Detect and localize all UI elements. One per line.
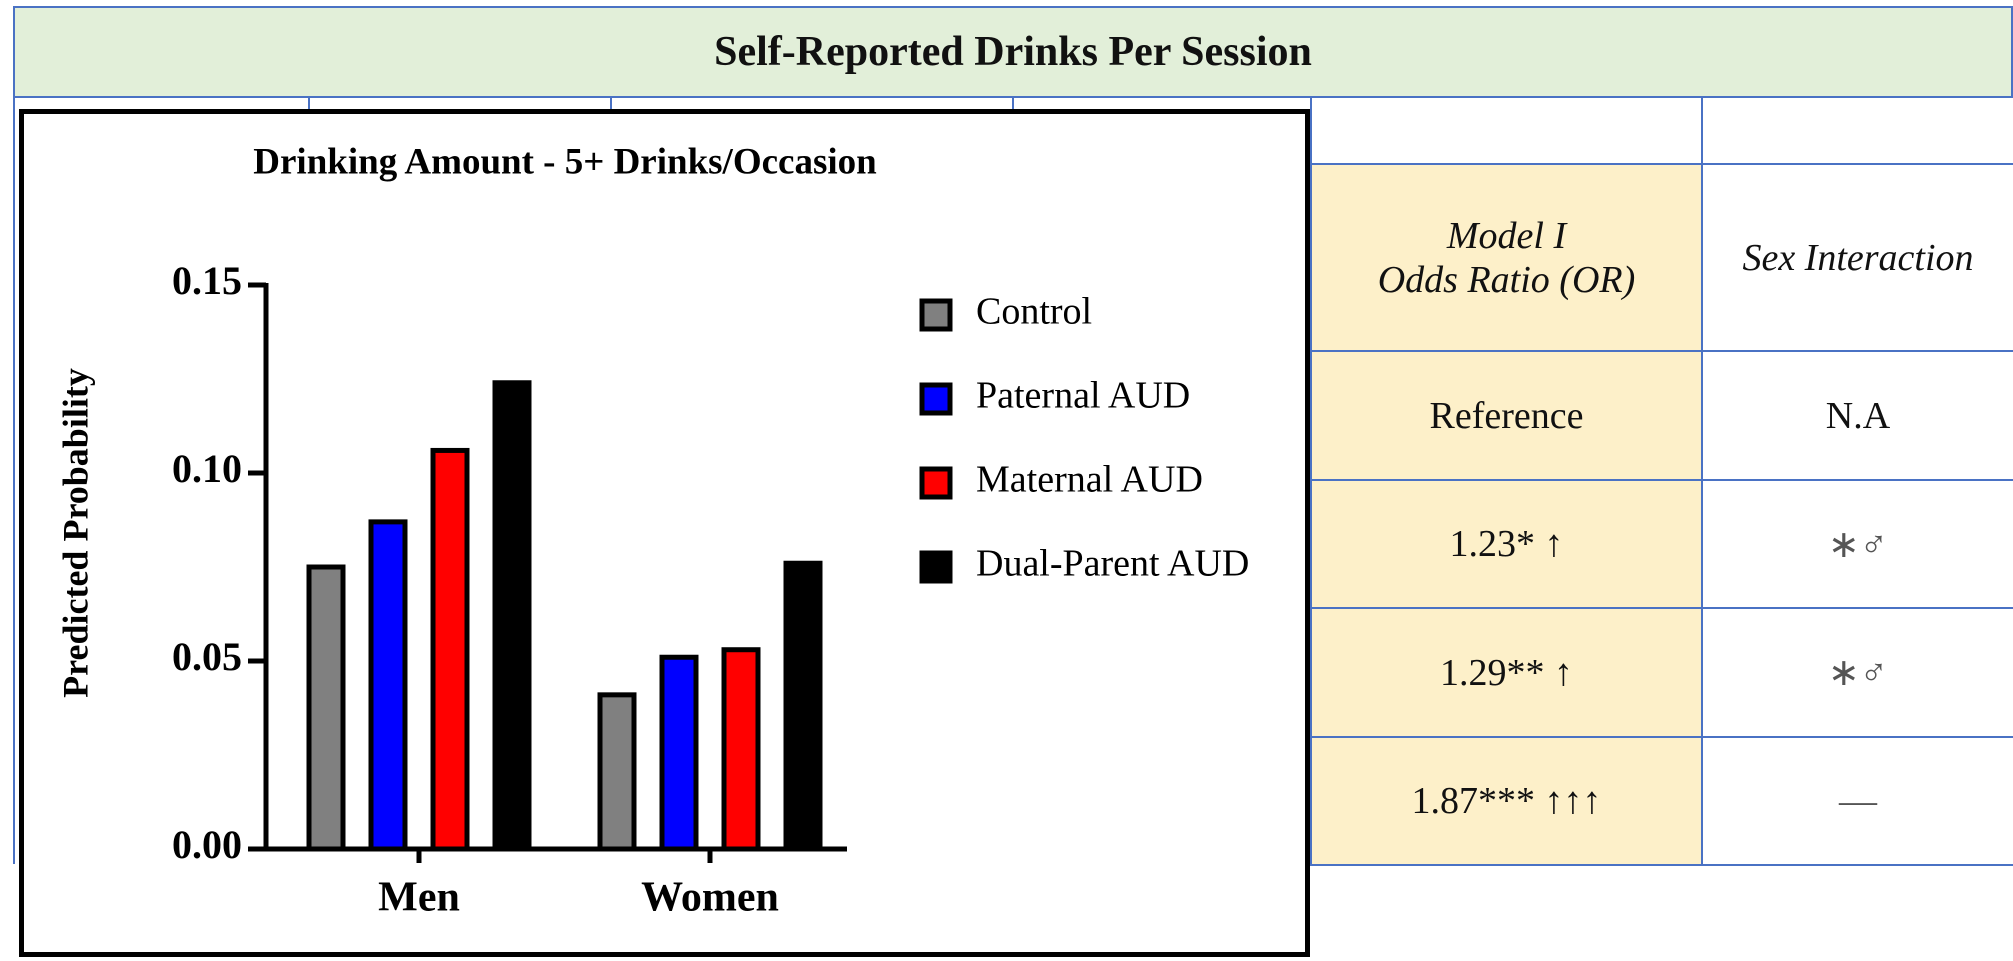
y-tick-label: 0.00 <box>172 822 242 867</box>
bar <box>368 519 408 852</box>
legend-label: Maternal AUD <box>976 459 1203 501</box>
y-tick-label: 0.05 <box>172 634 242 679</box>
table-cell: Reference <box>1310 350 1703 481</box>
legend-label: Paternal AUD <box>976 375 1190 417</box>
bar <box>306 564 346 852</box>
bar <box>492 380 532 852</box>
legend-swatch <box>919 298 953 332</box>
bar <box>783 560 823 852</box>
legend-label: Control <box>976 291 1092 333</box>
table-cell: Sex Interaction <box>1701 163 2013 352</box>
x-tick-label: Women <box>641 875 779 921</box>
table-cell: 1.23* ↑ <box>1310 479 1703 609</box>
y-tick-label: 0.10 <box>172 446 242 491</box>
legend-swatch <box>919 550 953 584</box>
table-cell <box>1701 96 2013 165</box>
bar <box>430 447 470 852</box>
table-cell: Model I Odds Ratio (OR) <box>1310 163 1703 352</box>
table-line <box>13 96 15 864</box>
legend-label: Dual-Parent AUD <box>976 543 1249 585</box>
chart-title: Drinking Amount - 5+ Drinks/Occasion <box>253 141 877 182</box>
chart: Drinking Amount - 5+ Drinks/Occasion Pre… <box>19 109 1310 957</box>
y-axis-label: Predicted Probability <box>55 368 95 698</box>
table-cell: N.A <box>1701 350 2013 481</box>
x-tick-label: Men <box>378 875 460 921</box>
bar <box>597 692 637 852</box>
table-cell: 1.87*** ↑↑↑ <box>1310 736 1703 866</box>
table-cell: ∗♂ <box>1701 479 2013 609</box>
table-title: Self-Reported Drinks Per Session <box>13 6 2013 98</box>
y-tick-label: 0.15 <box>172 258 242 303</box>
table-cell: ∗♂ <box>1701 607 2013 738</box>
bar <box>721 647 761 852</box>
table-cell: 1.29** ↑ <box>1310 607 1703 738</box>
table-cell: — <box>1701 736 2013 866</box>
table-cell <box>1310 96 1703 165</box>
bar <box>659 654 699 852</box>
legend-swatch <box>919 466 953 500</box>
chart-frame <box>19 109 1310 957</box>
legend-swatch <box>919 382 953 416</box>
